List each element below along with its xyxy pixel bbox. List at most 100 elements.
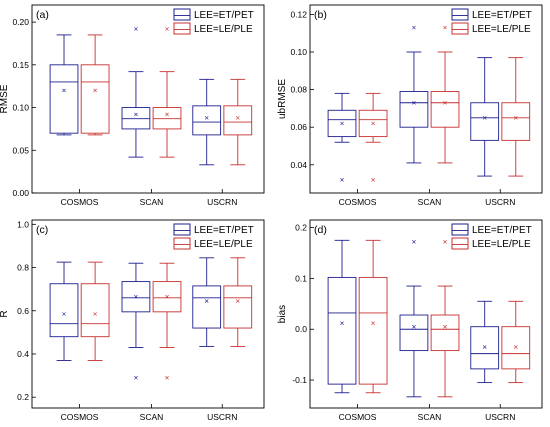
y-axis-label: bias	[277, 305, 288, 323]
y-tick-label: 0.6	[17, 306, 29, 316]
box-uscrn-et-pet	[470, 57, 500, 177]
iqr-box	[223, 285, 253, 329]
box-uscrn-et-pet	[470, 300, 500, 384]
legend-entry-et-pet: LEE=ET/PET	[472, 10, 532, 21]
panel-ubrmse: (b) ubRMSE LEE=ET/PET LEE=LE/PLE 0.04 0.0…	[277, 4, 543, 207]
y-axis-label: RMSE	[0, 84, 10, 113]
mean-marker	[340, 321, 344, 325]
plot-frame	[309, 4, 543, 194]
x-category-label: USCRN	[485, 412, 515, 422]
mean-marker	[93, 312, 97, 316]
box-cosmos-et-pet	[49, 261, 79, 361]
box-cosmos-le-ple	[358, 239, 388, 394]
outlier-marker	[165, 27, 169, 31]
iqr-box	[358, 109, 388, 138]
mean-marker	[443, 324, 447, 329]
panel-label: (b)	[314, 9, 327, 21]
legend-entry-le-ple: LEE=LE/PLE	[194, 24, 253, 35]
box-uscrn-le-ple	[501, 300, 531, 384]
mean-marker	[412, 100, 416, 105]
y-tick-label: 0.08	[290, 85, 307, 95]
iqr-box	[192, 105, 222, 136]
x-category-label: USCRN	[207, 412, 237, 422]
mean-marker	[443, 100, 447, 105]
mean-marker	[62, 312, 66, 316]
mean-marker	[204, 299, 209, 303]
y-tick-label: 0.05	[12, 145, 29, 155]
box-uscrn-et-pet	[192, 78, 222, 166]
box-scan-le-ple	[152, 262, 182, 380]
legend-entry-et-pet: LEE=ET/PET	[194, 225, 254, 236]
y-tick-label: 0.15	[12, 60, 29, 70]
box-scan-et-pet	[121, 262, 151, 380]
outlier-marker	[134, 27, 138, 31]
y-tick-label: 0.8	[17, 263, 29, 273]
x-category-label: SCAN	[140, 412, 164, 422]
iqr-box	[223, 105, 253, 136]
iqr-box	[49, 64, 79, 134]
iqr-box	[430, 314, 460, 352]
outlier-marker	[443, 240, 447, 244]
x-category-label: COSMOS	[61, 197, 99, 207]
plot-frame	[31, 4, 265, 194]
outlier-marker	[412, 25, 416, 30]
box-scan-le-ple	[430, 240, 460, 398]
x-category-label: COSMOS	[61, 412, 99, 422]
iqr-box	[430, 91, 460, 128]
box-scan-le-ple	[152, 27, 182, 158]
legend-swatch	[173, 223, 191, 236]
box-uscrn-le-ple	[223, 78, 253, 166]
legend-entry-le-ple: LEE=LE/PLE	[472, 239, 531, 250]
iqr-box	[49, 283, 79, 338]
iqr-box	[121, 281, 151, 313]
mean-marker	[482, 115, 487, 120]
y-tick-label: 0.4	[17, 349, 29, 359]
iqr-box	[470, 102, 500, 141]
y-tick-label: 1.0	[17, 219, 29, 229]
mean-marker	[165, 294, 169, 299]
iqr-box	[399, 314, 429, 352]
legend-swatch	[451, 8, 469, 21]
x-category-label: COSMOS	[339, 197, 377, 207]
outlier-marker	[340, 178, 344, 182]
panel-label: (a)	[36, 9, 49, 21]
panel-rmse: (a) RMSE LEE=ET/PET LEE=LE/PLE 0.00 0.05 0…	[0, 4, 265, 207]
legend: LEE=ET/PET LEE=LE/PLE	[451, 8, 532, 35]
iqr-box	[80, 283, 110, 338]
x-category-label: SCAN	[140, 197, 164, 207]
box-scan-et-pet	[121, 27, 151, 158]
x-category-label: COSMOS	[339, 412, 377, 422]
outlier-marker	[371, 178, 375, 182]
panel-bias: (d) bias LEE=ET/PET LEE=LE/PLE -0.1 0.0 0.…	[277, 219, 543, 422]
legend-entry-le-ple: LEE=LE/PLE	[472, 24, 531, 35]
box-scan-le-ple	[430, 25, 460, 164]
box-cosmos-et-pet	[327, 239, 357, 394]
box-uscrn-et-pet	[192, 257, 222, 347]
iqr-box	[470, 326, 500, 370]
y-tick-label: 0.10	[12, 103, 29, 113]
y-tick-label: 0.0	[295, 324, 307, 334]
x-category-label: SCAN	[418, 197, 442, 207]
legend-swatch	[451, 223, 469, 236]
outlier-marker	[412, 240, 416, 244]
box-uscrn-le-ple	[223, 257, 253, 347]
box-cosmos-le-ple	[80, 261, 110, 361]
panel-label: (c)	[36, 224, 48, 236]
y-tick-label: 0.2	[295, 223, 307, 233]
y-tick-label: 0.12	[290, 9, 307, 19]
legend-swatch	[173, 237, 191, 250]
box-scan-et-pet	[399, 25, 429, 164]
y-axis-label: R	[0, 310, 10, 317]
legend-entry-le-ple: LEE=LE/PLE	[194, 239, 253, 250]
iqr-box	[501, 102, 531, 141]
legend: LEE=ET/PET LEE=LE/PLE	[173, 223, 254, 250]
y-tick-label: 0.20	[12, 17, 29, 27]
outlier-marker	[165, 375, 169, 380]
x-category-label: USCRN	[485, 197, 515, 207]
mean-marker	[513, 115, 518, 120]
plot-frame	[309, 219, 543, 409]
mean-marker	[165, 112, 169, 117]
mean-marker	[513, 345, 518, 349]
panel-label: (d)	[314, 224, 327, 236]
